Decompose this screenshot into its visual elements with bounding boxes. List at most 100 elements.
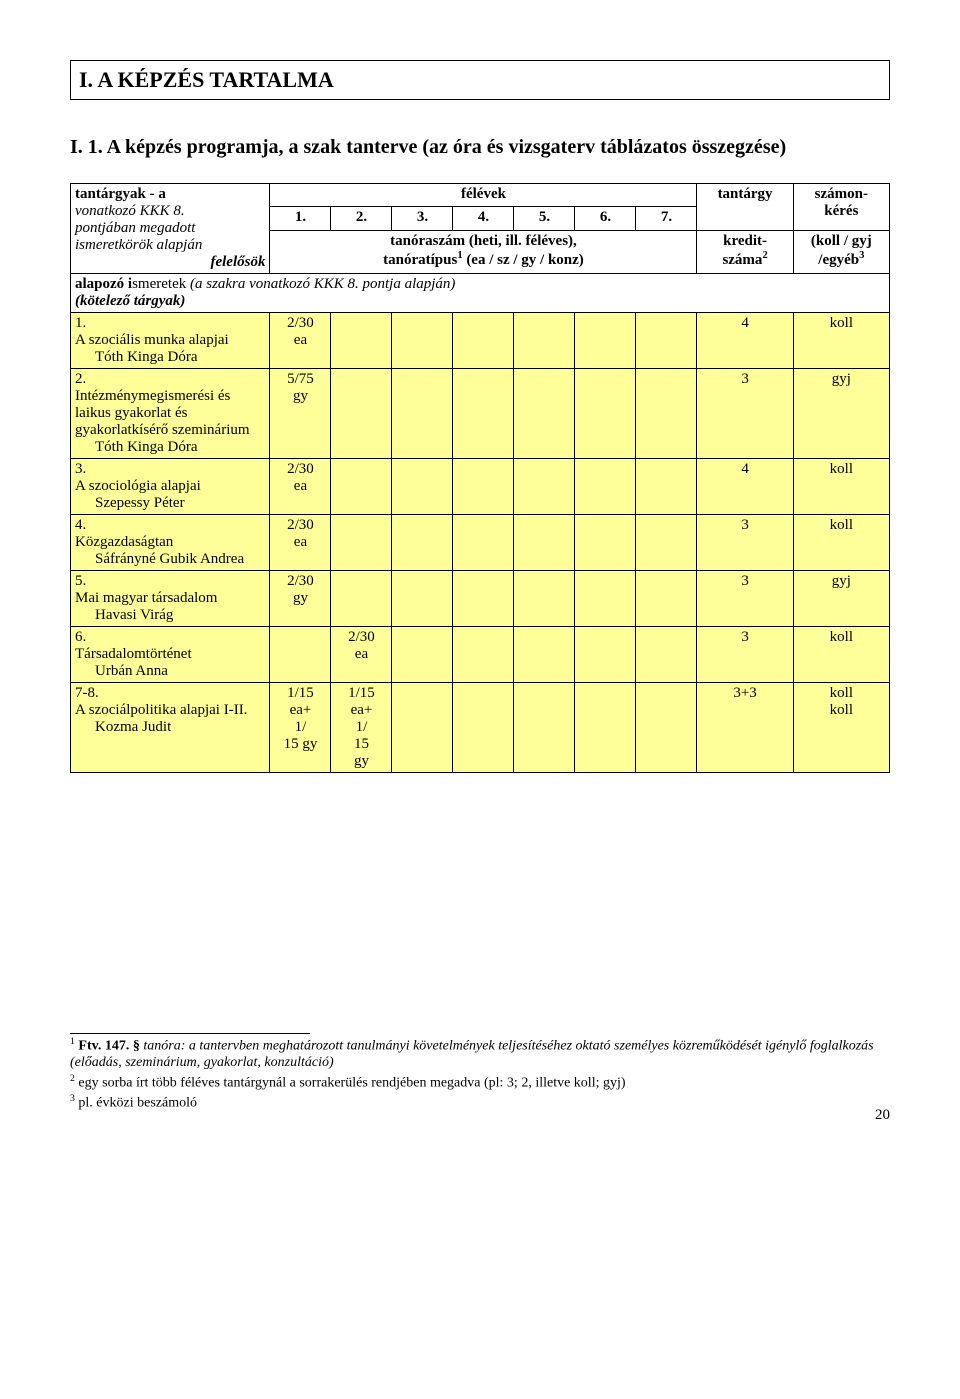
sem-cell [575, 369, 636, 459]
footnote-2-text: egy sorba írt több féléves tantárgynál a… [75, 1075, 626, 1090]
sem-cell: 2/30ea [270, 515, 331, 571]
table-row: 7-8.A szociálpolitika alapjai I-II.Kozma… [71, 683, 890, 773]
sem-col-4: 4. [453, 207, 514, 230]
sem-cell: 5/75gy [270, 369, 331, 459]
footnote-1: 1 Ftv. 147. § tanóra: a tantervben megha… [70, 1036, 890, 1071]
credit-cell: 3 [697, 515, 793, 571]
sem-cell [636, 515, 697, 571]
szamon-label: számon- kérés [793, 184, 889, 231]
sem-cell [636, 313, 697, 369]
row-title: A szociális munka alapjai [75, 332, 229, 348]
kredit-sup: 2 [762, 250, 767, 261]
sem-cell [575, 627, 636, 683]
group-header: alapozó ismeretek (a szakra vonatkozó KK… [71, 274, 890, 313]
koll-sup: 3 [859, 250, 864, 261]
footnote-3-text: pl. évközi beszámoló [75, 1096, 197, 1111]
subject-cell: 2.Intézménymegismerési és laikus gyakorl… [71, 369, 270, 459]
subsection-title: I. 1. A képzés programja, a szak tanterv… [70, 136, 890, 159]
group-header-line2: (kötelező tárgyak) [75, 293, 185, 309]
sem-cell [270, 627, 331, 683]
sem-cell [575, 683, 636, 773]
sem-cell [453, 313, 514, 369]
footnote-2: 2 egy sorba írt több féléves tantárgynál… [70, 1073, 890, 1092]
tanoratipus-tail: (ea / sz / gy / konz) [463, 252, 584, 268]
sem-cell [453, 571, 514, 627]
sem-cell [514, 571, 575, 627]
sem-col-6: 6. [575, 207, 636, 230]
subjects-line4: ismeretkörök alapján [75, 237, 202, 253]
szamon-line1: számon- [815, 186, 868, 202]
row-person: Urbán Anna [75, 663, 265, 680]
exam-cell: kollkoll [793, 683, 889, 773]
row-title: Intézménymegismerési és laikus gyakorlat… [75, 388, 250, 438]
sem-cell [575, 571, 636, 627]
subjects-header: tantárgyak - a vonatkozó KKK 8. pontjába… [71, 184, 270, 274]
subjects-line2: vonatkozó KKK 8. [75, 203, 185, 219]
exam-cell: koll [793, 515, 889, 571]
row-num: 6. [75, 629, 86, 645]
credit-cell: 4 [697, 313, 793, 369]
sem-cell [453, 683, 514, 773]
row-num: 3. [75, 461, 86, 477]
sem-cell [636, 683, 697, 773]
row-title: Közgazdaságtan [75, 534, 173, 550]
koll-line1: (koll / gyj [811, 233, 872, 249]
credit-cell: 3 [697, 369, 793, 459]
group-header-italic: (a szakra vonatkozó KKK 8. pontja alapjá… [190, 276, 455, 292]
subjects-line1: tantárgyak - a [75, 186, 166, 202]
subject-cell: 6.TársadalomtörténetUrbán Anna [71, 627, 270, 683]
sem-cell: 2/30ea [270, 313, 331, 369]
table-row: 2.Intézménymegismerési és laikus gyakorl… [71, 369, 890, 459]
table-row: 4.KözgazdaságtanSáfrányné Gubik Andrea2/… [71, 515, 890, 571]
group-header-bold: alapozó i [75, 276, 132, 292]
sem-col-7: 7. [636, 207, 697, 230]
footnote-1-bold: Ftv. 147. § [75, 1039, 140, 1054]
sem-cell [636, 459, 697, 515]
subject-cell: 1.A szociális munka alapjaiTóth Kinga Dó… [71, 313, 270, 369]
table-row: 3.A szociológia alapjaiSzepessy Péter2/3… [71, 459, 890, 515]
table-row: 5.Mai magyar társadalomHavasi Virág2/30g… [71, 571, 890, 627]
sem-cell [392, 369, 453, 459]
sem-cell [636, 627, 697, 683]
row-num: 5. [75, 573, 86, 589]
sem-cell [636, 571, 697, 627]
sem-cell [514, 459, 575, 515]
table-row: 6.TársadalomtörténetUrbán Anna2/30ea3kol… [71, 627, 890, 683]
subjects-line5: felelősök [75, 254, 265, 271]
sem-cell [453, 459, 514, 515]
subject-cell: 3.A szociológia alapjaiSzepessy Péter [71, 459, 270, 515]
sem-cell: 1/15ea+1/15gy [331, 683, 392, 773]
sem-cell [392, 627, 453, 683]
koll-cell: (koll / gyj /egyéb3 [793, 230, 889, 273]
szamon-line2: kérés [824, 203, 858, 219]
exam-cell: koll [793, 459, 889, 515]
sem-col-3: 3. [392, 207, 453, 230]
credit-cell: 3+3 [697, 683, 793, 773]
sem-cell [575, 313, 636, 369]
credit-cell: 3 [697, 571, 793, 627]
row-title: Társadalomtörténet [75, 646, 192, 662]
sem-cell: 2/30gy [270, 571, 331, 627]
sem-cell [331, 515, 392, 571]
row-num: 4. [75, 517, 86, 533]
sem-cell [453, 627, 514, 683]
row-num: 1. [75, 315, 86, 331]
sem-cell [514, 313, 575, 369]
sem-cell [636, 369, 697, 459]
exam-cell: gyj [793, 571, 889, 627]
sem-cell [575, 515, 636, 571]
row-num: 2. [75, 371, 86, 387]
kredit-cell: kredit- száma2 [697, 230, 793, 273]
curriculum-table: tantárgyak - a vonatkozó KKK 8. pontjába… [70, 183, 890, 773]
page-number: 20 [875, 1107, 890, 1124]
kredit-line1: kredit- [723, 233, 767, 249]
sem-cell: 1/15ea+1/15 gy [270, 683, 331, 773]
group-header-plain: smeretek [132, 276, 190, 292]
subjects-line3: pontjában megadott [75, 220, 195, 236]
sem-cell [331, 459, 392, 515]
table-row: 1.A szociális munka alapjaiTóth Kinga Dó… [71, 313, 890, 369]
section-title: I. A KÉPZÉS TARTALMA [70, 60, 890, 100]
tanoratipus-line: tanóratípus [383, 252, 457, 268]
sem-cell [514, 627, 575, 683]
sem-cell [392, 683, 453, 773]
